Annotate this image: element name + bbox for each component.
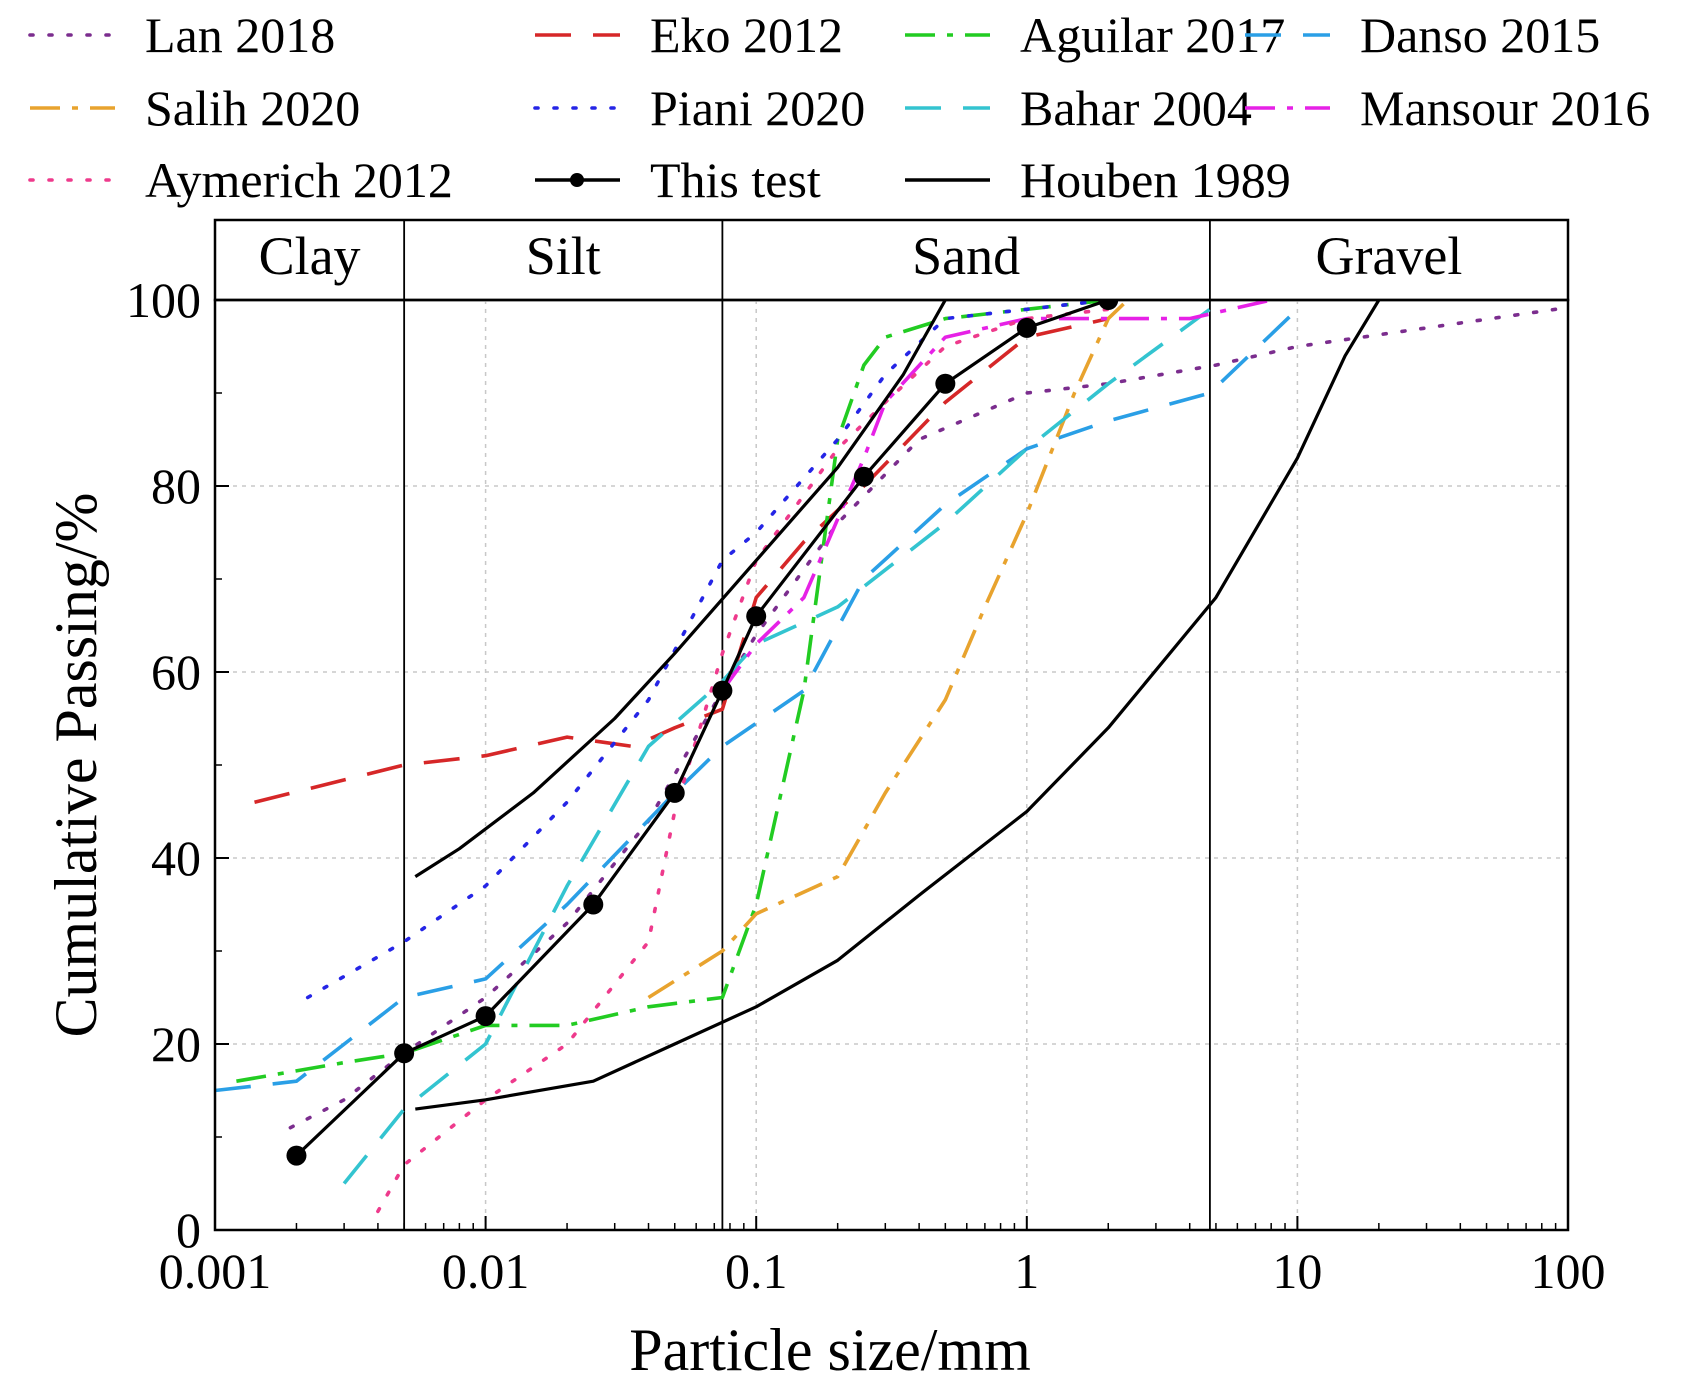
- soil-band-header: Clay Silt Sand Gravel: [213, 218, 1570, 302]
- series-line-lan-2018: [288, 307, 1558, 1130]
- data-point-this-test: [746, 606, 767, 627]
- y-tick-label: 40: [151, 830, 201, 886]
- grid-lines: [215, 300, 1568, 1230]
- y-tick-label: 20: [151, 1016, 201, 1072]
- series-line-houben-1989: [414, 300, 947, 878]
- soil-band-label: Clay: [259, 226, 361, 286]
- data-point-this-test: [853, 466, 874, 487]
- legend-label: Houben 1989: [1020, 152, 1291, 208]
- series-layer: [215, 300, 1558, 1214]
- legend-label: Mansour 2016: [1360, 80, 1650, 136]
- series-line-aguilar-2017: [236, 300, 1109, 1083]
- legend: Lan 2018 Eko 2012 Aguilar 2017 Danso 2015 Sa…: [28, 7, 1650, 208]
- soil-band-label: Silt: [526, 226, 601, 286]
- legend-item-houben-1989: Houben 1989: [905, 152, 1291, 208]
- series-line-piani-2020: [305, 300, 1111, 1000]
- legend-item-bahar-2004: Bahar 2004: [905, 80, 1252, 136]
- legend-label: Piani 2020: [650, 80, 865, 136]
- y-tick-label: 100: [126, 272, 201, 328]
- data-point-this-test: [475, 1006, 496, 1027]
- x-tick-label: 0.01: [442, 1243, 530, 1299]
- legend-item-mansour-2016: Mansour 2016: [1245, 80, 1650, 136]
- series-line-houben-1989: [415, 300, 1381, 1111]
- legend-item-this-test: This test: [535, 152, 821, 208]
- series-line-aymerich-2012: [376, 307, 1111, 1214]
- x-tick-label: 0.1: [725, 1243, 788, 1299]
- soil-band-label: Gravel: [1315, 226, 1462, 286]
- legend-label: Danso 2015: [1360, 7, 1600, 63]
- series-line-this-test: [295, 300, 1109, 1157]
- data-point-this-test: [664, 782, 685, 803]
- data-point-this-test: [1098, 300, 1119, 310]
- legend-item-danso-2015: Danso 2015: [1245, 7, 1600, 63]
- y-tick-label: 80: [151, 458, 201, 514]
- x-tick-label: 1: [1014, 1243, 1039, 1299]
- legend-marker: [570, 173, 584, 187]
- legend-label: Aguilar 2017: [1020, 7, 1285, 63]
- soil-boundary-lines: [403, 300, 1211, 1230]
- series-line-mansour-2016: [720, 300, 1272, 692]
- legend-item-piani-2020: Piani 2020: [533, 80, 865, 136]
- x-axis-title: Particle size/mm: [629, 1317, 1031, 1383]
- plot-frame: [213, 298, 1570, 1232]
- legend-item-eko-2012: Eko 2012: [535, 7, 843, 63]
- legend-item-salih-2020: Salih 2020: [30, 80, 360, 136]
- series-line-danso-2015: [215, 307, 1299, 1093]
- data-point-this-test: [286, 1145, 307, 1166]
- data-point-this-test: [583, 894, 604, 915]
- axes: 0.001 0.01 0.1 1 10 100 0 20 40 60 80 100: [126, 272, 1606, 1299]
- legend-label: Lan 2018: [145, 7, 335, 63]
- legend-label: Salih 2020: [145, 80, 360, 136]
- legend-item-aguilar-2017: Aguilar 2017: [905, 7, 1285, 63]
- x-tick-label: 100: [1531, 1243, 1606, 1299]
- y-tick-label: 60: [151, 644, 201, 700]
- legend-label: Eko 2012: [650, 7, 843, 63]
- series-line-eko-2012: [254, 316, 1109, 804]
- data-point-this-test: [394, 1043, 415, 1064]
- legend-label: Aymerich 2012: [145, 152, 453, 208]
- x-tick-label: 10: [1272, 1243, 1322, 1299]
- y-tick-label: 0: [176, 1202, 201, 1258]
- legend-label: Bahar 2004: [1020, 80, 1252, 136]
- soil-band-label: Sand: [912, 226, 1020, 286]
- series-line-salih-2020: [647, 300, 1129, 1000]
- data-point-this-test: [1016, 317, 1037, 338]
- legend-label: This test: [650, 152, 821, 208]
- data-point-this-test: [935, 373, 956, 394]
- legend-item-lan-2018: Lan 2018: [28, 7, 335, 63]
- series-line-bahar-2004: [342, 307, 1211, 1185]
- data-point-this-test: [712, 680, 733, 701]
- legend-item-aymerich-2012: Aymerich 2012: [28, 152, 453, 208]
- y-axis-title: Cumulative Passing/%: [43, 493, 109, 1038]
- x-tick-label: 0.001: [159, 1243, 272, 1299]
